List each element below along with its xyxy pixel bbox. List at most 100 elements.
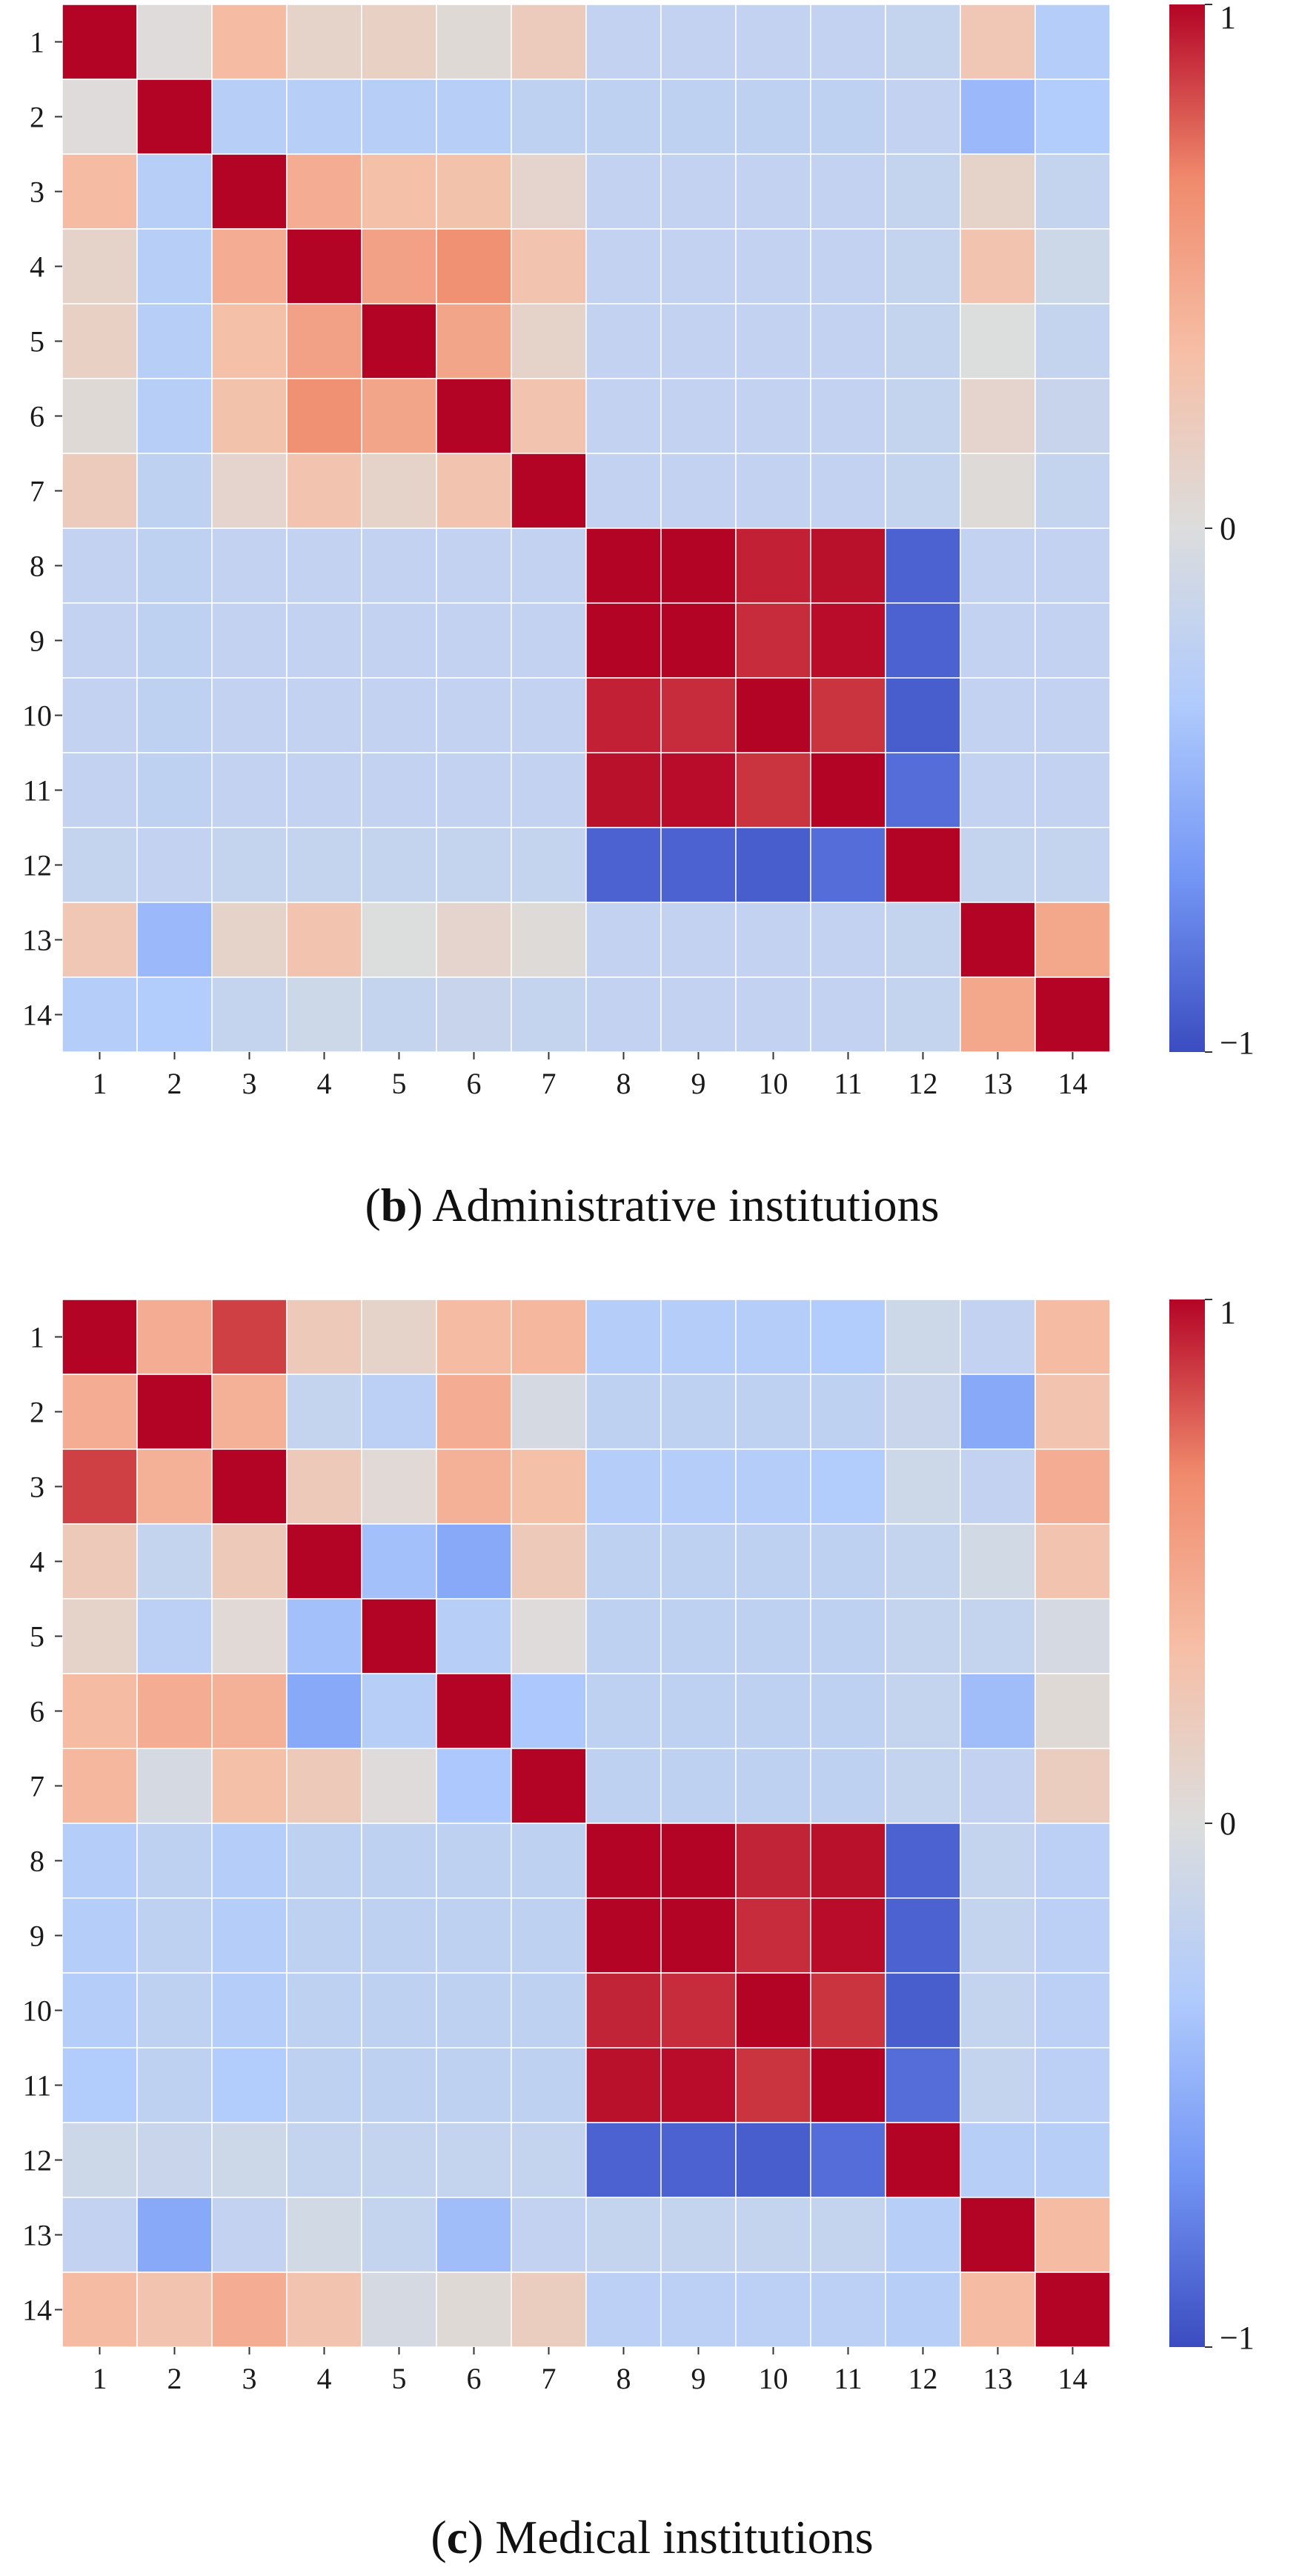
heatmap-cell-r1-c14 <box>1034 4 1111 80</box>
heatmap-cell-r13-c2 <box>136 2197 213 2273</box>
heatmap-cell-r6-c4 <box>286 378 362 454</box>
row-tick-label: 13 <box>22 924 52 957</box>
heatmap-cell-r13-c1 <box>62 2197 138 2273</box>
heatmap-cell-r6-c12 <box>885 378 961 454</box>
heatmap-cell-r1-c1 <box>62 1299 138 1375</box>
row-tick-label: 9 <box>30 1920 44 1953</box>
heatmap-cell-r10-c5 <box>361 1972 437 2049</box>
heatmap-cell-r8-c6 <box>436 527 512 604</box>
heatmap-cell-r14-c2 <box>136 2272 213 2348</box>
heatmap-cell-r3-c7 <box>511 1448 587 1525</box>
heatmap-cell-r2-c14 <box>1034 1374 1111 1450</box>
heatmap-cell-r10-c8 <box>585 677 662 753</box>
heatmap-cell-r9-c8 <box>585 602 662 679</box>
heatmap-cell-r4-c10 <box>735 1523 811 1600</box>
heatmap-cell-r7-c9 <box>660 453 737 529</box>
heatmap-cell-r12-c3 <box>211 2122 288 2198</box>
heatmap-cell-r8-c13 <box>960 527 1036 604</box>
column-tick-label: 3 <box>242 1067 257 1100</box>
heatmap-cell-r10-c4 <box>286 677 362 753</box>
heatmap-cell-r2-c2 <box>136 79 213 155</box>
heatmap-cell-r2-c3 <box>211 79 288 155</box>
heatmap-cell-r4-c10 <box>735 228 811 304</box>
row-tick-label: 5 <box>30 1620 44 1654</box>
heatmap-cell-r9-c7 <box>511 602 587 679</box>
heatmap-cell-r5-c7 <box>511 1598 587 1674</box>
heatmap-cell-r6-c14 <box>1034 378 1111 454</box>
heatmap-cell-r6-c6 <box>436 1673 512 1749</box>
heatmap-cell-r3-c13 <box>960 153 1036 230</box>
heatmap-cell-r7-c8 <box>585 453 662 529</box>
heatmap-cell-r1-c1 <box>62 4 138 80</box>
heatmap-cell-r10-c2 <box>136 1972 213 2049</box>
heatmap-cell-r2-c13 <box>960 1374 1036 1450</box>
heatmap-cell-r13-c5 <box>361 902 437 978</box>
heatmap-cell-r8-c8 <box>585 1823 662 1899</box>
heatmap-cell-r5-c7 <box>511 303 587 379</box>
heatmap-cell-r13-c9 <box>660 902 737 978</box>
heatmap-cell-r11-c10 <box>735 752 811 828</box>
heatmap-cell-r6-c12 <box>885 1673 961 1749</box>
heatmap-cell-r5-c2 <box>136 303 213 379</box>
heatmap-cell-r8-c5 <box>361 1823 437 1899</box>
heatmap-cell-r1-c12 <box>885 1299 961 1375</box>
heatmap-cell-r11-c14 <box>1034 2047 1111 2123</box>
heatmap-cell-r1-c11 <box>810 4 886 80</box>
row-tick-label: 3 <box>30 176 44 209</box>
heatmap-cell-r14-c11 <box>810 2272 886 2348</box>
heatmap-cell-r3-c10 <box>735 1448 811 1525</box>
heatmap-cell-r5-c10 <box>735 1598 811 1674</box>
heatmap-cell-r13-c1 <box>62 902 138 978</box>
heatmap-cell-r4-c1 <box>62 1523 138 1600</box>
heatmap-cell-r11-c9 <box>660 752 737 828</box>
heatmap-cell-r3-c10 <box>735 153 811 230</box>
heatmap-cell-r2-c13 <box>960 79 1036 155</box>
heatmap-cell-r4-c7 <box>511 228 587 304</box>
heatmap-cell-r7-c11 <box>810 453 886 529</box>
heatmap-cell-r6-c4 <box>286 1673 362 1749</box>
heatmap-cell-r10-c4 <box>286 1972 362 2049</box>
heatmap-cell-r6-c3 <box>211 1673 288 1749</box>
heatmap-cell-r12-c2 <box>136 827 213 903</box>
column-tick-label: 4 <box>317 1067 332 1100</box>
heatmap-cell-r4-c2 <box>136 1523 213 1600</box>
heatmap-cell-r3-c4 <box>286 1448 362 1525</box>
heatmap-cell-r12-c11 <box>810 2122 886 2198</box>
heatmap-cell-r9-c11 <box>810 602 886 679</box>
heatmap-cell-r9-c1 <box>62 602 138 679</box>
heatmap-cell-r9-c8 <box>585 1897 662 1974</box>
heatmap-cell-r9-c4 <box>286 1897 362 1974</box>
heatmap-cell-r8-c2 <box>136 1823 213 1899</box>
row-tick-label: 3 <box>30 1471 44 1504</box>
heatmap-cell-r2-c14 <box>1034 79 1111 155</box>
row-tick-label: 6 <box>30 400 44 433</box>
heatmap-cell-r10-c7 <box>511 1972 587 2049</box>
heatmap-cell-r2-c10 <box>735 79 811 155</box>
heatmap-cell-r10-c13 <box>960 1972 1036 2049</box>
heatmap-cell-r10-c10 <box>735 677 811 753</box>
heatmap-cell-r14-c11 <box>810 976 886 1053</box>
heatmap-cell-r12-c10 <box>735 2122 811 2198</box>
heatmap-cell-r3-c13 <box>960 1448 1036 1525</box>
heatmap-cell-r10-c11 <box>810 1972 886 2049</box>
heatmap-cell-r12-c8 <box>585 827 662 903</box>
heatmap-cell-r10-c14 <box>1034 1972 1111 2049</box>
heatmap-cell-r4-c3 <box>211 1523 288 1600</box>
column-tick-label: 5 <box>392 2362 407 2395</box>
heatmap-cell-r6-c9 <box>660 378 737 454</box>
heatmap-cell-r8-c3 <box>211 527 288 604</box>
heatmap-cell-r5-c9 <box>660 303 737 379</box>
heatmap-cell-r7-c11 <box>810 1748 886 1824</box>
heatmap-cell-r14-c10 <box>735 976 811 1053</box>
heatmap-cell-r4-c11 <box>810 1523 886 1600</box>
column-tick-label: 8 <box>617 2362 631 2395</box>
column-tick-label: 2 <box>167 1067 182 1100</box>
heatmap-cell-r10-c3 <box>211 1972 288 2049</box>
heatmap-cell-r14-c3 <box>211 976 288 1053</box>
heatmap-cell-r10-c7 <box>511 677 587 753</box>
heatmap-cell-r14-c13 <box>960 976 1036 1053</box>
heatmap-cell-r9-c9 <box>660 1897 737 1974</box>
heatmap-cell-r7-c6 <box>436 1748 512 1824</box>
heatmap-cell-r1-c9 <box>660 4 737 80</box>
heatmap-cell-r9-c2 <box>136 1897 213 1974</box>
